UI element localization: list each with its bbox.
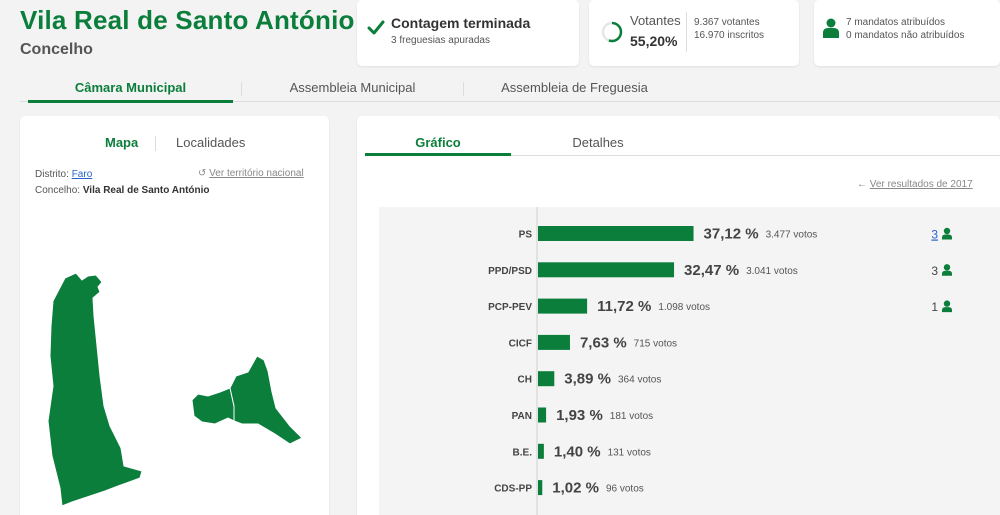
percentage-label: 3,89 % [564, 371, 611, 388]
mandates-count: 1 [931, 300, 938, 314]
tab-localidades[interactable]: Localidades [176, 135, 246, 150]
votes-label: 181 votos [610, 411, 653, 422]
council-info: Concelho: Vila Real de Santo António [35, 185, 210, 196]
previous-results-link[interactable]: ← Ver resultados de 2017 [857, 179, 973, 190]
party-label: CDS-PP [494, 484, 532, 495]
map-region-west[interactable] [47, 272, 143, 507]
result-bar[interactable] [538, 443, 544, 459]
result-bar[interactable] [538, 334, 570, 350]
tab-detalhes[interactable]: Detalhes [572, 135, 624, 150]
person-icon [823, 18, 839, 38]
mandates-unassigned: 0 mandatos não atribuídos [846, 30, 965, 41]
registered-count: 16.970 inscritos [694, 30, 765, 41]
active-tab-indicator [365, 153, 511, 156]
tab-mapa[interactable]: Mapa [105, 135, 139, 150]
divider [463, 82, 464, 96]
party-label: PCP-PEV [488, 302, 532, 313]
party-label: PS [519, 230, 533, 241]
divider [241, 82, 242, 96]
mandates-card: 7 mandatos atribuídos 0 mandatos não atr… [814, 0, 1000, 66]
percentage-label: 1,40 % [554, 443, 601, 460]
person-icon [942, 227, 952, 240]
results-panel: Gráfico Detalhes ← Ver resultados de 201… [357, 116, 1000, 515]
results-bar-chart: PS 37,12 % 3.477 votos 3 PPD/PSD 32,47 % 3.041… [488, 207, 952, 515]
map-panel: Mapa Localidades Distrito: Faro ↺ Ver te… [20, 116, 329, 515]
votes-label: 3.477 votos [766, 230, 818, 241]
results-chart: PS 37,12 % 3.477 votos 3 PPD/PSD 32,47 % 3.041… [379, 207, 1000, 515]
district-label: Distrito: [35, 169, 69, 180]
result-bar[interactable] [538, 298, 588, 314]
votes-label: 96 votos [606, 484, 644, 495]
count-status-card: Contagem terminada 3 freguesias apuradas [357, 0, 579, 66]
votes-label: 715 votos [634, 338, 677, 349]
count-status-title: Contagem terminada [391, 15, 531, 31]
percentage-label: 1,02 % [552, 480, 599, 497]
votes-label: 364 votos [618, 375, 661, 386]
page-subtitle: Concelho [20, 41, 93, 58]
turnout-percent: 55,20% [630, 33, 678, 49]
result-bar[interactable] [538, 371, 555, 387]
mandates-count: 3 [931, 264, 938, 278]
map-region-east[interactable] [229, 355, 303, 445]
turnout-ring-icon [601, 21, 623, 43]
votes-label: 1.098 votos [658, 302, 710, 313]
tab-assembleia-municipal[interactable]: Assembleia Municipal [289, 80, 416, 95]
result-bar[interactable] [538, 480, 543, 496]
tab-assembleia-freguesia[interactable]: Assembleia de Freguesia [501, 80, 648, 95]
mandates-assigned: 7 mandatos atribuídos [846, 17, 945, 28]
percentage-label: 11,72 % [597, 298, 651, 315]
percentage-label: 7,63 % [580, 334, 627, 351]
council-value: Vila Real de Santo António [82, 185, 210, 196]
voters-label: Votantes [630, 13, 681, 28]
national-territory-link[interactable]: ↺ Ver território nacional [198, 168, 304, 179]
tab-camara-municipal[interactable]: Câmara Municipal [74, 80, 187, 95]
party-label: PPD/PSD [488, 266, 532, 277]
election-tabs: Câmara Municipal Assembleia Municipal As… [20, 76, 1000, 103]
person-icon [942, 300, 952, 313]
map-region-central[interactable] [191, 387, 235, 425]
national-territory-label: Ver território nacional [209, 168, 304, 179]
undo-icon: ↺ [198, 168, 207, 179]
active-tab-indicator [28, 100, 233, 103]
result-bar[interactable] [538, 407, 547, 423]
voters-count: 9.367 votantes [694, 17, 760, 28]
page-title: Vila Real de Santo António [20, 5, 355, 35]
previous-results-label: Ver resultados de 2017 [869, 179, 973, 190]
check-icon [367, 20, 385, 35]
arrow-left-icon: ← [857, 179, 867, 190]
result-bar[interactable] [538, 262, 675, 278]
party-label: B.E. [513, 447, 533, 458]
party-label: CICF [509, 338, 532, 349]
result-bar[interactable] [538, 226, 694, 241]
tab-grafico[interactable]: Gráfico [415, 135, 461, 150]
party-label: PAN [512, 411, 532, 422]
divider [155, 136, 156, 151]
voters-card: Votantes 55,20% 9.367 votantes 16.970 in… [589, 0, 799, 66]
person-icon [942, 264, 952, 276]
percentage-label: 1,93 % [556, 407, 603, 424]
party-label: CH [518, 375, 532, 386]
council-label: Concelho: [35, 185, 81, 196]
district-info: Distrito: Faro [35, 169, 92, 180]
district-link[interactable]: Faro [71, 169, 93, 180]
votes-label: 131 votos [608, 447, 651, 458]
percentage-label: 37,12 % [704, 226, 759, 243]
percentage-label: 32,47 % [684, 262, 739, 279]
parish-map [47, 272, 303, 507]
divider [686, 12, 687, 52]
count-status-subtitle: 3 freguesias apuradas [391, 35, 490, 46]
tab-baseline [365, 155, 1000, 156]
votes-label: 3.041 votos [746, 266, 798, 277]
mandates-count[interactable]: 3 [931, 228, 938, 242]
